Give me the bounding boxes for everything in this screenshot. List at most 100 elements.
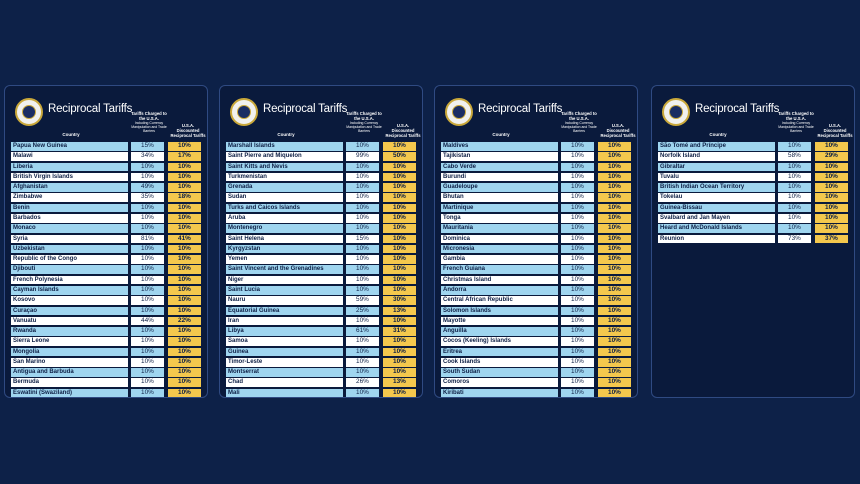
country-cell: Cayman Islands xyxy=(11,285,128,295)
country-cell: Gambia xyxy=(441,255,558,264)
charged-tariff-cell: 10% xyxy=(560,255,594,264)
table-row: Martinique 10% 10% xyxy=(441,203,631,213)
table-row: Gambia 10% 10% xyxy=(441,255,631,264)
table-row: South Sudan 10% 10% xyxy=(441,368,631,377)
country-cell: Tajikistan xyxy=(441,152,558,161)
charged-tariff-cell: 10% xyxy=(345,183,379,192)
country-cell: Martinique xyxy=(441,203,558,213)
discounted-tariff-cell: 10% xyxy=(167,347,201,357)
table-row: French Guiana 10% 10% xyxy=(441,265,631,274)
country-cell: Curaçao xyxy=(11,306,128,316)
discounted-tariff-cell: 10% xyxy=(597,347,631,357)
discounted-tariff-cell: 10% xyxy=(597,265,631,274)
board-title: Reciprocal Tariffs xyxy=(695,103,780,115)
country-cell: Kiribati xyxy=(441,388,558,398)
discounted-tariff-cell: 10% xyxy=(167,296,201,305)
table-row: Timor-Leste 10% 10% xyxy=(226,357,416,367)
charged-tariff-cell: 10% xyxy=(777,193,811,202)
charged-tariff-cell: 10% xyxy=(130,213,164,223)
tariff-table: São Tomé and Príncipe 10% 10% Norfolk Islan… xyxy=(658,142,848,244)
charged-tariff-cell: 10% xyxy=(560,327,594,336)
discounted-tariff-cell: 10% xyxy=(597,327,631,336)
charged-tariff-cell: 10% xyxy=(560,378,594,388)
country-cell: Vanuatu xyxy=(11,316,128,326)
discounted-tariff-cell: 10% xyxy=(597,183,631,192)
discounted-tariff-cell: 10% xyxy=(382,368,416,377)
charged-tariff-cell: 10% xyxy=(560,193,594,202)
column-header-charged-subtitle: Including Currency Manipulation and Trad… xyxy=(561,121,597,133)
discounted-tariff-cell: 10% xyxy=(167,244,201,254)
country-cell: Cabo Verde xyxy=(441,162,558,172)
charged-tariff-cell: 10% xyxy=(560,244,594,254)
country-cell: Svalbard and Jan Mayen xyxy=(658,213,775,223)
table-row: French Polynesia 10% 10% xyxy=(11,275,201,285)
country-cell: Saint Vincent and the Grenadines xyxy=(226,265,343,274)
table-row: Mongolia 10% 10% xyxy=(11,347,201,357)
charged-tariff-cell: 10% xyxy=(777,183,811,192)
charged-tariff-cell: 10% xyxy=(345,255,379,264)
country-cell: Sierra Leone xyxy=(11,337,128,346)
table-row: Liberia 10% 10% xyxy=(11,162,201,172)
table-row: Tuvalu 10% 10% xyxy=(658,172,848,182)
discounted-tariff-cell: 10% xyxy=(382,337,416,346)
country-cell: Libya xyxy=(226,327,343,336)
charged-tariff-cell: 10% xyxy=(560,183,594,192)
table-row: Uzbekistan 10% 10% xyxy=(11,244,201,254)
discounted-tariff-cell: 10% xyxy=(597,296,631,305)
country-cell: Monaco xyxy=(11,224,128,233)
country-cell: Niger xyxy=(226,275,343,285)
table-row: Mayotte 10% 10% xyxy=(441,316,631,326)
table-row: Grenada 10% 10% xyxy=(226,183,416,192)
country-cell: Saint Kitts and Nevis xyxy=(226,162,343,172)
tariff-board: Reciprocal Tariffs Country Tariffs Charged… xyxy=(219,85,423,398)
tariff-table: Papua New Guinea 15% 10% Malawi 34% 17% Liberi… xyxy=(11,142,201,398)
charged-tariff-cell: 10% xyxy=(777,162,811,172)
charged-tariff-cell: 10% xyxy=(560,368,594,377)
table-row: Tokelau 10% 10% xyxy=(658,193,848,202)
charged-tariff-cell: 10% xyxy=(345,347,379,357)
discounted-tariff-cell: 10% xyxy=(382,162,416,172)
country-cell: Papua New Guinea xyxy=(11,142,128,151)
table-row: Samoa 10% 10% xyxy=(226,337,416,346)
discounted-tariff-cell: 10% xyxy=(167,285,201,295)
country-cell: Kyrgyzstan xyxy=(226,244,343,254)
discounted-tariff-cell: 10% xyxy=(167,337,201,346)
country-cell: French Guiana xyxy=(441,265,558,274)
country-cell: Mali xyxy=(226,388,343,398)
charged-tariff-cell: 10% xyxy=(560,203,594,213)
charged-tariff-cell: 73% xyxy=(777,234,811,244)
discounted-tariff-cell: 10% xyxy=(167,306,201,316)
table-row: Zimbabwe 35% 18% xyxy=(11,193,201,202)
charged-tariff-cell: 10% xyxy=(345,162,379,172)
table-row: Saint Pierre and Miquelon 99% 50% xyxy=(226,152,416,161)
discounted-tariff-cell: 10% xyxy=(382,172,416,182)
charged-tariff-cell: 26% xyxy=(345,378,379,388)
discounted-tariff-cell: 10% xyxy=(167,357,201,367)
presidential-seal-icon xyxy=(230,98,258,126)
presidential-seal-icon xyxy=(445,98,473,126)
column-header-discounted: U.S.A. Discounted Reciprocal Tariffs xyxy=(385,123,421,138)
country-cell: Malawi xyxy=(11,152,128,161)
charged-tariff-cell: 15% xyxy=(345,234,379,244)
charged-tariff-cell: 10% xyxy=(130,172,164,182)
country-cell: Turks and Caicos Islands xyxy=(226,203,343,213)
charged-tariff-cell: 10% xyxy=(130,224,164,233)
country-cell: Equatorial Guinea xyxy=(226,306,343,316)
discounted-tariff-cell: 10% xyxy=(167,378,201,388)
country-cell: South Sudan xyxy=(441,368,558,377)
charged-tariff-cell: 10% xyxy=(560,316,594,326)
country-cell: São Tomé and Príncipe xyxy=(658,142,775,151)
discounted-tariff-cell: 10% xyxy=(382,203,416,213)
charged-tariff-cell: 10% xyxy=(560,162,594,172)
table-row: Yemen 10% 10% xyxy=(226,255,416,264)
table-row: Barbados 10% 10% xyxy=(11,213,201,223)
charged-tariff-cell: 10% xyxy=(560,172,594,182)
table-row: Chad 26% 13% xyxy=(226,378,416,388)
charged-tariff-cell: 58% xyxy=(777,152,811,161)
discounted-tariff-cell: 10% xyxy=(597,203,631,213)
table-row: Nauru 59% 30% xyxy=(226,296,416,305)
column-header-charged-label: Tariffs Charged to the U.S.A. xyxy=(131,111,167,121)
charged-tariff-cell: 34% xyxy=(130,152,164,161)
table-row: Syria 81% 41% xyxy=(11,234,201,244)
board-header: Reciprocal Tariffs Country Tariffs Charged… xyxy=(441,92,636,142)
